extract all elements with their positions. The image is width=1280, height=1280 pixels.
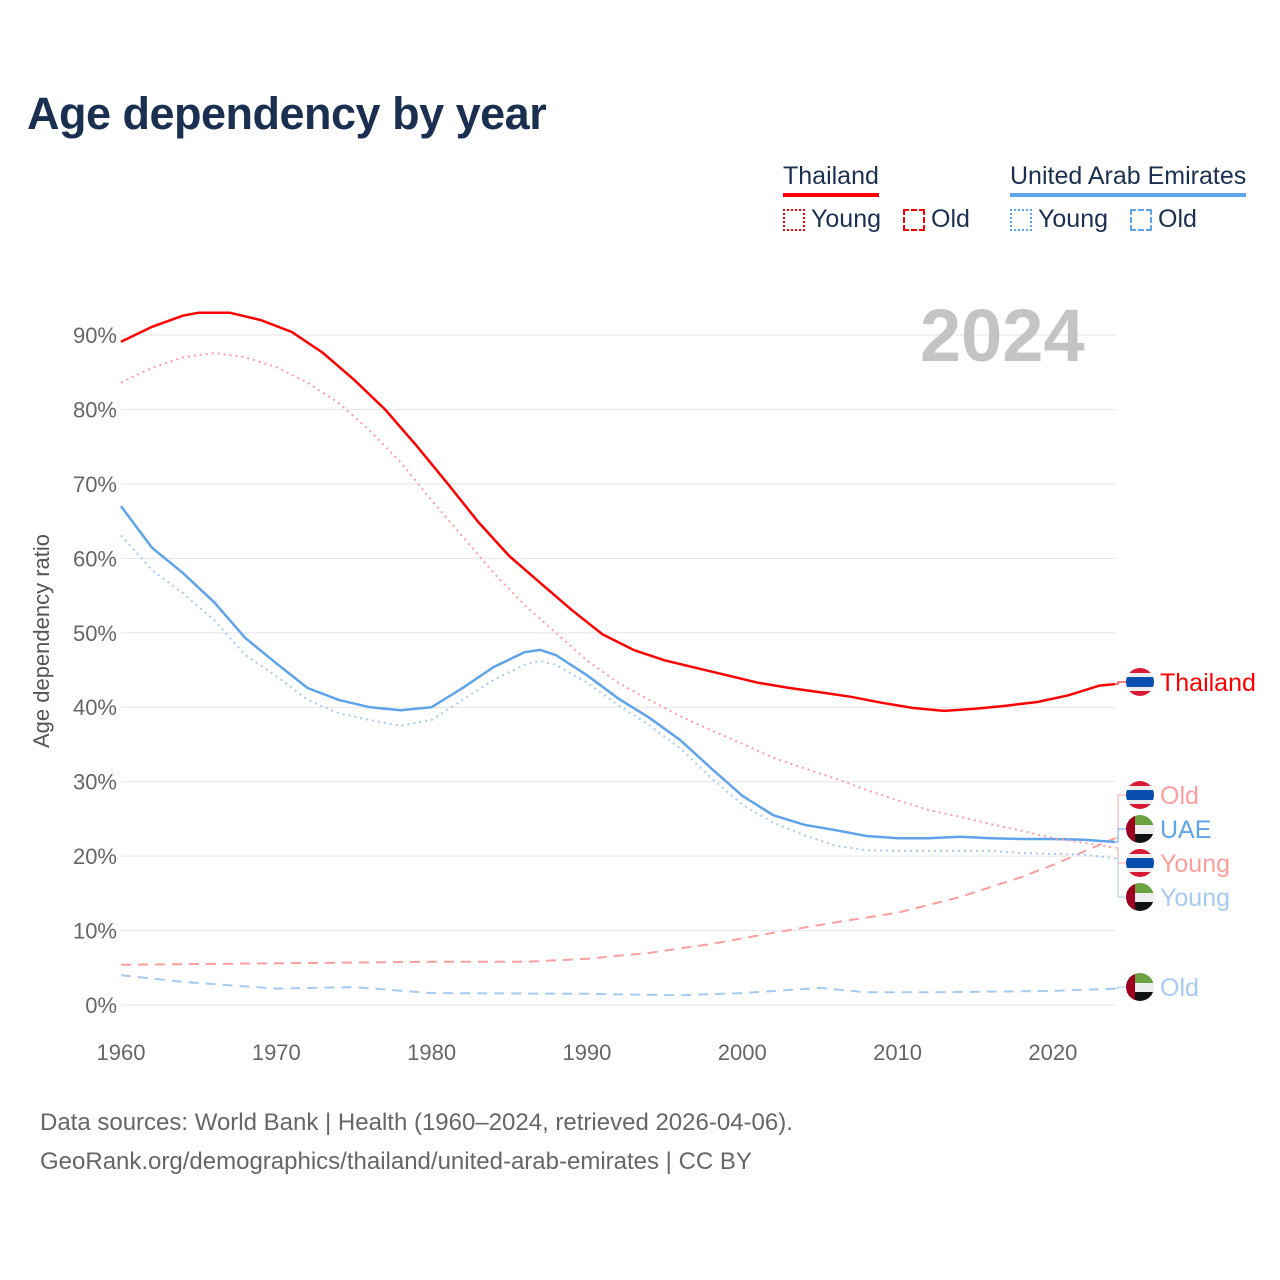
dashed-swatch-icon [903, 208, 925, 231]
dotted-swatch-icon [1010, 208, 1032, 231]
series-line-thailand[interactable] [120, 311, 1116, 713]
series-line-uae-young[interactable] [120, 534, 1116, 860]
chart-title: Age dependency by year [27, 88, 547, 139]
end-label: Old [1160, 782, 1199, 810]
end-label: Old [1160, 974, 1199, 1002]
uae-flag-icon [1126, 815, 1154, 843]
legend-label: Young [811, 205, 881, 233]
year-display: 2024 [920, 294, 1085, 377]
source-line-2[interactable]: GeoRank.org/demographics/thailand/united… [40, 1148, 752, 1175]
legend-uae-young[interactable]: Young [1010, 205, 1108, 234]
y-tick-label: 50% [73, 621, 117, 646]
end-label: UAE [1160, 816, 1211, 844]
leader-line [1115, 681, 1126, 685]
legend-uae-old[interactable]: Old [1130, 205, 1197, 234]
thailand-flag-icon [1126, 668, 1154, 696]
leader-line [1115, 828, 1126, 843]
x-tick-label: 2020 [1028, 1040, 1077, 1065]
y-tick-label: 90% [73, 323, 117, 348]
y-tick-label: 20% [73, 844, 117, 869]
dotted-swatch-icon [783, 208, 805, 231]
x-tick-label: 2000 [718, 1040, 767, 1065]
uae-flag-icon [1126, 883, 1154, 911]
leader-line [1115, 847, 1126, 864]
y-tick-label: 30% [73, 770, 117, 795]
legend-thailand[interactable]: Thailand [783, 162, 879, 197]
y-tick-label: 70% [73, 472, 117, 497]
x-tick-label: 1990 [562, 1040, 611, 1065]
leader-line [1115, 986, 1126, 990]
x-tick-label: 1970 [252, 1040, 301, 1065]
end-label: Young [1160, 884, 1230, 912]
series-line-thailand-young[interactable] [120, 351, 1116, 849]
x-tick-label: 2010 [873, 1040, 922, 1065]
end-label: Young [1160, 850, 1230, 878]
end-label: Thailand [1160, 669, 1256, 697]
y-tick-label: 0% [85, 993, 117, 1018]
legend-uae[interactable]: United Arab Emirates [1010, 162, 1247, 197]
source-line-1: Data sources: World Bank | Health (1960–… [40, 1109, 793, 1136]
x-tick-label: 1960 [97, 1040, 146, 1065]
y-tick-label: 40% [73, 695, 117, 720]
series-line-thailand-old[interactable] [120, 837, 1116, 966]
y-tick-label: 80% [73, 397, 117, 422]
series-line-uae-old[interactable] [120, 974, 1116, 997]
y-axis-label: Age dependency ratio [29, 533, 54, 749]
x-tick-label: 1980 [407, 1040, 456, 1065]
leader-line [1115, 857, 1126, 898]
y-tick-label: 10% [73, 919, 117, 944]
legend-label: Young [1038, 205, 1108, 233]
legend-label: Old [931, 205, 970, 233]
leader-line [1115, 794, 1126, 839]
series-line-uae[interactable] [119, 505, 1116, 844]
legend-thailand-young[interactable]: Young [783, 205, 881, 234]
legend-label: Old [1158, 205, 1197, 233]
legend-thailand-old[interactable]: Old [903, 205, 970, 234]
dashed-swatch-icon [1130, 208, 1152, 231]
y-tick-label: 60% [73, 546, 117, 571]
thailand-flag-icon [1126, 849, 1154, 877]
thailand-flag-icon [1126, 781, 1154, 809]
uae-flag-icon [1126, 973, 1154, 1001]
